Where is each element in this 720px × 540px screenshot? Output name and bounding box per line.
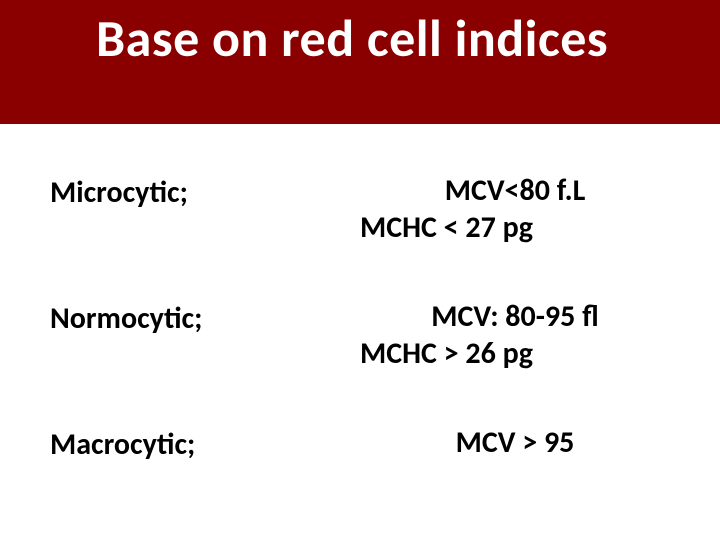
mchc-value: MCHC > 26 pg [360,335,670,372]
classification-values: MCV: 80-95 fl MCHC > 26 pg [360,298,670,372]
mcv-value: MCV > 95 [360,424,670,461]
classification-row: Microcytic; MCV<80 f.L MCHC < 27 pg [50,172,670,246]
classification-values: MCV > 95 [360,424,670,463]
classification-row: Normocytic; MCV: 80-95 fl MCHC > 26 pg [50,298,670,372]
page-title: Base on red cell indices [96,6,608,70]
classification-values: MCV<80 f.L MCHC < 27 pg [360,172,670,246]
mcv-value: MCV: 80-95 fl [360,298,670,335]
classification-label: Normocytic; [50,298,360,372]
classification-label: Macrocytic; [50,424,360,463]
classification-row: Macrocytic; MCV > 95 [50,424,670,463]
classification-label: Microcytic; [50,172,360,246]
mcv-value: MCV<80 f.L [360,172,670,209]
title-banner: Base on red cell indices [0,0,720,124]
content-area: Microcytic; MCV<80 f.L MCHC < 27 pg Norm… [0,124,720,463]
mchc-value: MCHC < 27 pg [360,209,670,246]
